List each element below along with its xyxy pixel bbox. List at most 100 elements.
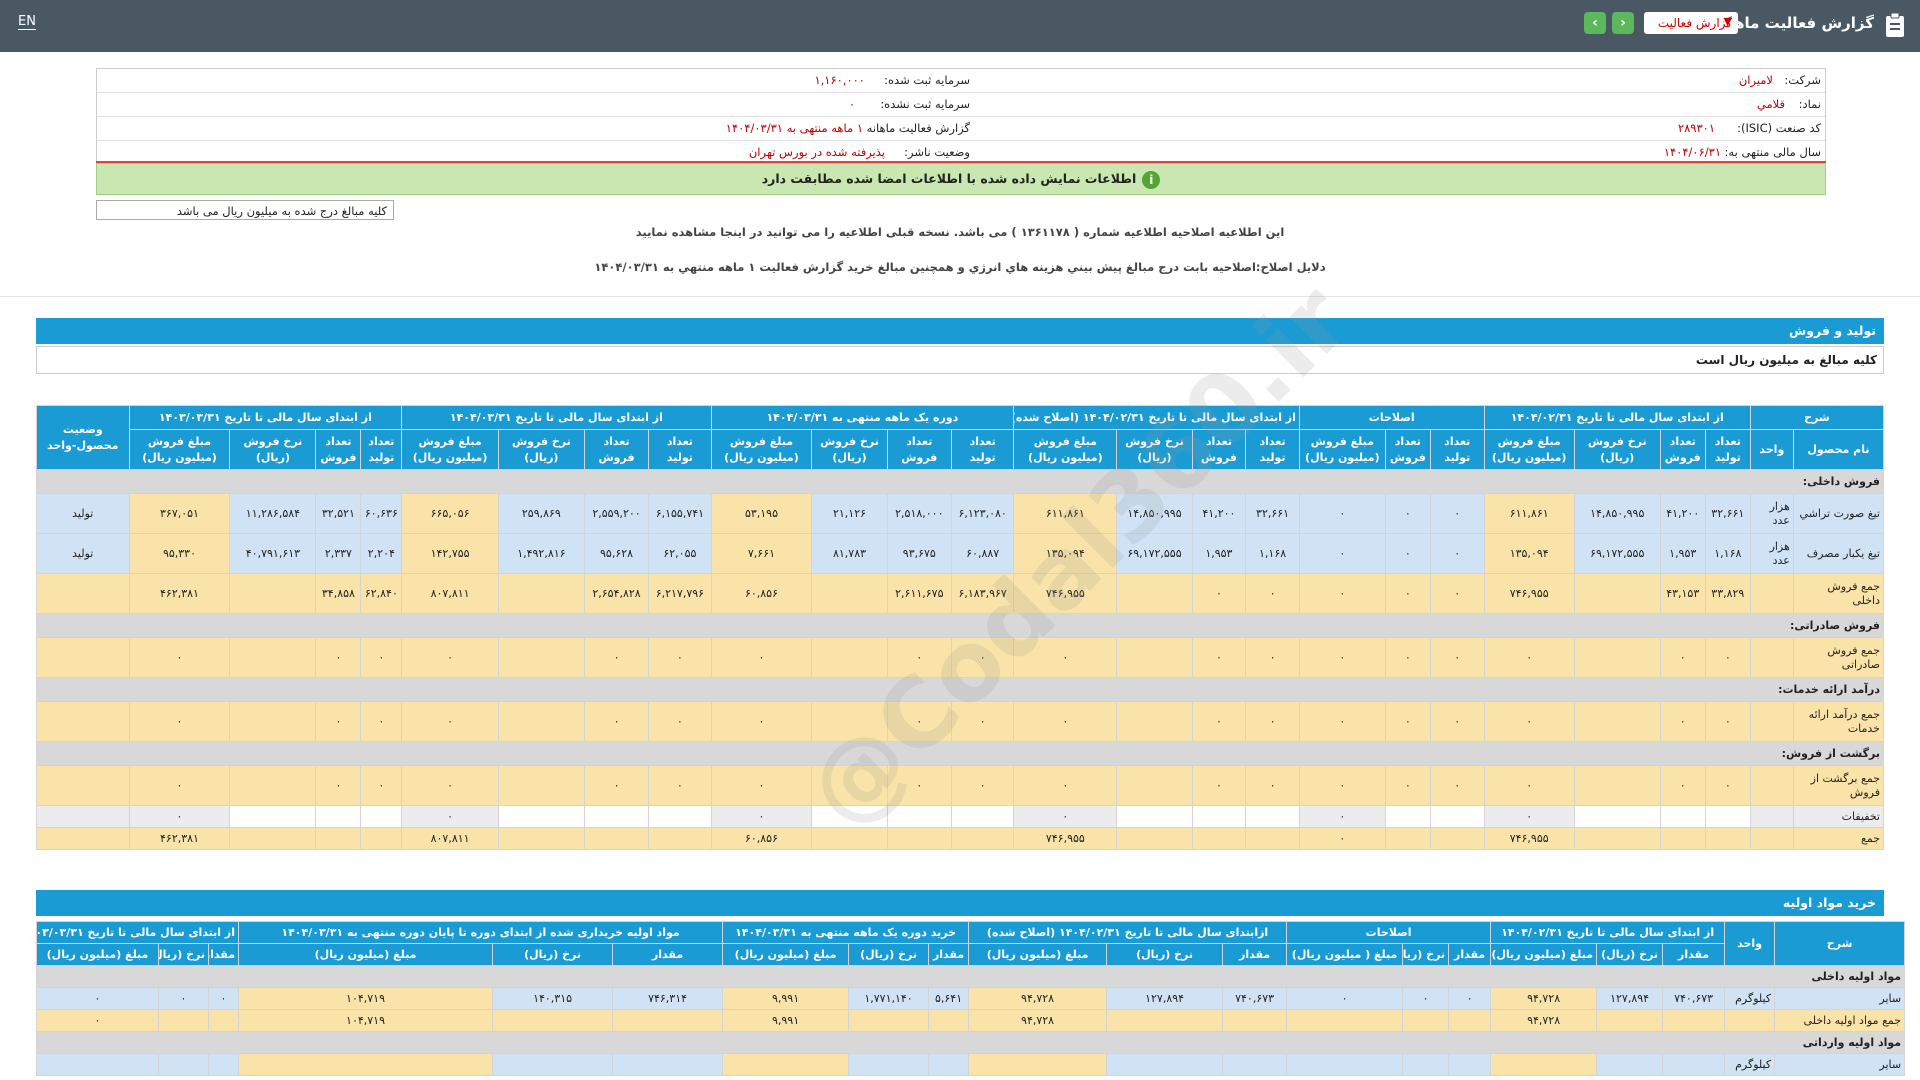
table-cell: ۰	[1704, 765, 1751, 806]
table-cell: ۰	[401, 637, 499, 678]
table-cell: ۹۵,۳۳۰	[128, 533, 231, 574]
table-cell: ۰	[1298, 765, 1386, 806]
table-cell	[1116, 805, 1193, 828]
table-cell: ۷,۶۶۱	[710, 533, 813, 574]
correction-notice[interactable]: این اطلاعیه اصلاحیه اطلاعیه شماره ( ۱۳۶۱…	[635, 225, 1285, 239]
col-amount: مبلغ (میلیون ریال)	[35, 943, 160, 966]
row-label: تیغ یکبار مصرف	[1792, 533, 1885, 574]
unit-note: کلیه مبالغ درج شده به میلیون ریال می باش…	[96, 200, 394, 220]
table-cell: ۰	[1483, 765, 1575, 806]
table-cell: ۰	[1245, 573, 1300, 614]
table-cell: ۷۴۶,۹۵۵	[1013, 573, 1118, 614]
language-toggle[interactable]: EN	[18, 14, 36, 30]
table-cell: ۰	[1483, 805, 1575, 828]
col-prod: تعداد تولید	[648, 429, 712, 470]
table-cell	[1448, 1009, 1492, 1032]
table-row: تخفیفات ۰ ۰ ۰ ۰ ۰ ۰	[36, 805, 1885, 828]
row-label: تخفیفات	[1792, 805, 1885, 828]
table-cell	[492, 1053, 614, 1076]
table-cell	[968, 1053, 1108, 1076]
table-cell	[229, 805, 317, 828]
section-row: مواد اولیه داخلی	[35, 965, 1906, 988]
table-cell	[1573, 765, 1661, 806]
unreg-capital-label: سرمایه ثبت نشده:	[880, 97, 970, 111]
row-unit	[1749, 765, 1794, 806]
table-cell	[229, 827, 317, 850]
col-amount: مبلغ فروش (میلیون ریال)	[401, 429, 499, 470]
col-amount: مبلغ فروش (میلیون ریال)	[710, 429, 813, 470]
status-value: پذیرفته شده در بورس تهران	[748, 145, 885, 159]
section-row: درآمد ارائه خدمات:	[36, 677, 1884, 702]
company-value[interactable]: لامیران	[1738, 73, 1773, 87]
table-cell: ۵,۶۴۱	[928, 987, 970, 1010]
table-cell	[1222, 1009, 1288, 1032]
row-label: جمع درآمد ارائه خدمات	[1792, 701, 1885, 742]
table-cell: ۱۰۴,۷۱۹	[238, 1009, 494, 1032]
table-cell: ۶۰,۸۸۷	[951, 533, 1015, 574]
table-cell	[497, 765, 585, 806]
table-cell	[583, 827, 650, 850]
next-button[interactable]: ›	[1612, 12, 1634, 34]
table-cell	[1286, 1053, 1404, 1076]
group-header: مواد اولیه خریداری شده از ابتدای دوره تا…	[238, 921, 724, 944]
col-amount: مبلغ (میلیون ریال)	[1490, 943, 1598, 966]
prev-button[interactable]: ‹	[1584, 12, 1606, 34]
table-cell	[648, 827, 712, 850]
status-label: وضعیت ناشر:	[904, 145, 970, 159]
col-amount: مبلغ فروش (میلیون ریال)	[1298, 429, 1386, 470]
table-cell	[1596, 1009, 1664, 1032]
table-cell: ۰	[128, 701, 231, 742]
table-row: جمع ۷۴۶,۹۵۵ ۰ ۷۴۶,۹۵۵ ۶۰,۸۵۶ ۸۰۷,۸۱۱ ۴۶۲,۳۸۱	[36, 827, 1885, 850]
table-cell: ۰	[710, 765, 813, 806]
report-type-select[interactable]: گزارش فعالیت ▼	[1644, 12, 1738, 34]
table-cell: ۶۰,۸۵۶	[710, 573, 813, 614]
table-cell: ۰	[1704, 701, 1751, 742]
table-cell: ۰	[1191, 573, 1247, 614]
table-cell: ۱۲۷,۸۹۴	[1596, 987, 1664, 1010]
table-cell: ۰	[886, 765, 953, 806]
table-cell	[1573, 573, 1661, 614]
col-amount: مبلغ (میلیون ریال)	[238, 943, 494, 966]
chevron-left-icon: ‹	[1592, 15, 1598, 31]
table-cell	[208, 1009, 240, 1032]
table-cell: ۰	[951, 637, 1015, 678]
table-cell	[811, 765, 888, 806]
col-status: وضعیت محصول-واحد	[36, 405, 130, 470]
sales-table: شرح از ابتدای سال مالی تا تاریخ ۱۴۰۴/۰۲/…	[36, 405, 1885, 850]
table-cell	[1573, 827, 1661, 850]
table-cell: ۰	[158, 987, 210, 1010]
table-row: تیغ صورت تراشي هزار عدد ۳۲,۶۶۱ ۴۱,۲۰۰ ۱۴,۸۵۰…	[36, 493, 1885, 534]
group-header: از ابتدای سال مالی تا تاریخ ۱۴۰۳/۰۳/۳۱	[35, 921, 240, 944]
section-row: فروش صادراتی:	[36, 613, 1884, 638]
clipboard-icon	[1886, 12, 1904, 37]
row-status	[36, 637, 130, 678]
info-icon: i	[1142, 170, 1161, 189]
col-qty: مقدار	[1448, 943, 1492, 966]
table-cell	[951, 805, 1015, 828]
report-label: گزارش فعالیت ماهانه	[866, 121, 970, 135]
chevron-right-icon: ›	[1620, 15, 1626, 31]
table-cell: ۹۵,۶۲۸	[583, 533, 650, 574]
row-unit	[1749, 701, 1794, 742]
table-cell: ۰	[401, 805, 499, 828]
table-cell: ۷۴۶,۹۵۵	[1483, 827, 1575, 850]
table-row: جمع مواد اولیه داخلی ۹۴,۷۲۸ ۹۴,۷۲۸ ۹,۹۹۱ ۱۰۴…	[35, 1009, 1906, 1032]
table-cell: ۳۶۷,۰۵۱	[128, 493, 231, 534]
table-cell: ۰	[360, 765, 403, 806]
table-row: سایر کیلوگرم	[35, 1053, 1906, 1076]
table-cell	[1429, 827, 1485, 850]
table-row: جمع برگشت از فروش ۰ ۰ ۰ ۰ ۰ ۰ ۰ ۰ ۰ ۰ ۰ ۰ ۰ ۰ ۰ ۰ ۰ ۰	[36, 765, 1885, 806]
table-cell: ۳۴,۸۵۸	[315, 573, 362, 614]
table-cell: ۷۴۰,۶۷۳	[1662, 987, 1726, 1010]
table-cell	[360, 805, 403, 828]
table-cell: ۰	[1483, 637, 1575, 678]
table-cell	[886, 805, 953, 828]
row-label: جمع فروش صادراتی	[1792, 637, 1885, 678]
table-cell	[1384, 827, 1431, 850]
table-cell: ۶,۱۵۵,۷۴۱	[648, 493, 712, 534]
row-label: سایر	[1774, 1053, 1906, 1076]
table-row: جمع فروش داخلی ۳۳,۸۲۹ ۴۳,۱۵۳ ۷۴۶,۹۵۵ ۰ ۰ ۰ ۰ ۰ ۷۴…	[36, 573, 1885, 614]
table-cell: ۴۱,۲۰۰	[1191, 493, 1247, 534]
table-cell	[848, 1053, 930, 1076]
table-cell	[1116, 573, 1193, 614]
